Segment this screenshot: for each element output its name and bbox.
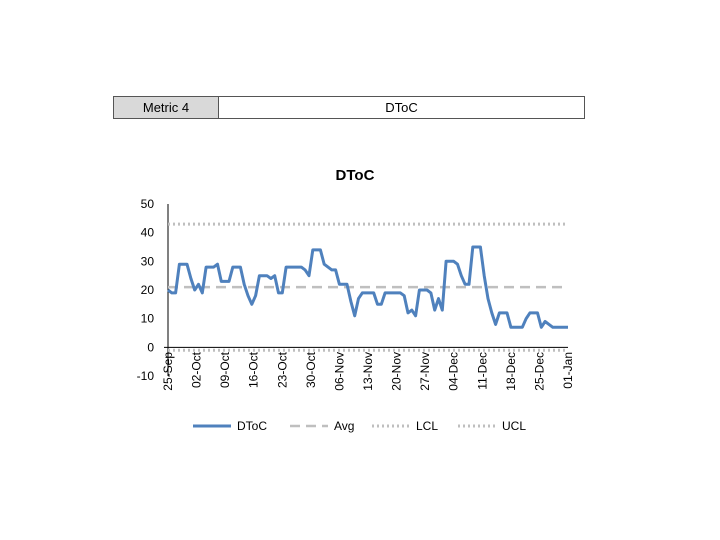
x-tick-label: 25-Sep (161, 352, 175, 391)
x-tick-label: 02-Oct (190, 351, 204, 388)
x-tick-label: 16-Oct (247, 351, 261, 388)
x-tick-label: 30-Oct (304, 351, 318, 388)
x-tick-label: 20-Nov (390, 352, 404, 391)
legend-label-dtoc: DToC (237, 419, 267, 433)
x-tick-label: 01-Jan (561, 352, 575, 389)
x-tick-label: 09-Oct (218, 351, 232, 388)
y-tick-label: 20 (141, 283, 155, 297)
metric-header-table: Metric 4 DToC (113, 96, 585, 119)
y-tick-label: 40 (141, 226, 155, 240)
dtoc-series-line (167, 245, 568, 329)
x-tick-label: 13-Nov (361, 352, 375, 391)
x-tick-label: 11-Dec (475, 352, 489, 390)
y-tick-label: -10 (137, 369, 155, 383)
x-tick-label: 18-Dec (504, 352, 518, 391)
y-tick-label: 10 (141, 312, 155, 326)
y-tick-label: 0 (147, 340, 154, 354)
legend-label-ucl: UCL (502, 419, 526, 433)
legend-label-avg: Avg (334, 419, 354, 433)
metric-label-cell: Metric 4 (114, 97, 219, 118)
y-tick-label: 30 (141, 254, 155, 268)
y-tick-label: 50 (141, 197, 155, 211)
legend-label-lcl: LCL (416, 419, 438, 433)
x-tick-label: 23-Oct (275, 351, 289, 388)
x-tick-label: 25-Dec (532, 352, 546, 391)
x-tick-label: 04-Dec (447, 352, 461, 391)
chart-title: DToC (336, 167, 375, 184)
x-tick-label: 06-Nov (332, 352, 346, 391)
x-tick-label: 27-Nov (418, 352, 432, 391)
metric-value-cell: DToC (385, 100, 418, 115)
